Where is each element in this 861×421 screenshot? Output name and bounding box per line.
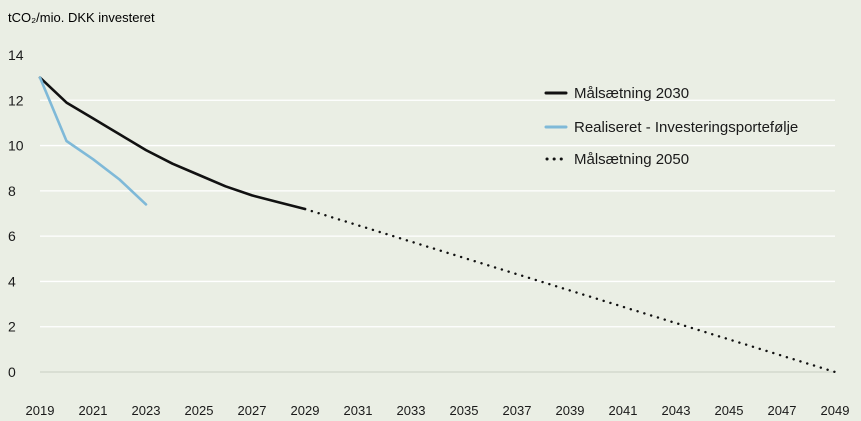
x-tick-label: 2043 [662, 403, 691, 418]
x-tick-label: 2039 [556, 403, 585, 418]
x-tick-label: 2023 [132, 403, 161, 418]
x-tick-label: 2037 [503, 403, 532, 418]
series-line-3 [303, 207, 837, 374]
legend-label: Målsætning 2030 [574, 85, 689, 102]
y-tick-label: 2 [8, 319, 16, 335]
x-tick-label: 2021 [79, 403, 108, 418]
x-tick-label: 2049 [821, 403, 850, 418]
series-lines [38, 76, 837, 374]
x-tick-label: 2033 [397, 403, 426, 418]
y-tick-label: 12 [8, 92, 24, 108]
gridlines [40, 99, 835, 373]
y-tick-label: 8 [8, 183, 16, 199]
series-line-1 [38, 76, 307, 211]
x-tick-label: 2019 [26, 403, 55, 418]
legend: Målsætning 2030 Realiseret - Investerings… [544, 85, 798, 168]
y-tick-label: 6 [8, 228, 16, 244]
series-line-2 [38, 76, 148, 206]
x-tick-label: 2027 [238, 403, 267, 418]
x-tick-label: 2035 [450, 403, 479, 418]
x-tick-label: 2025 [185, 403, 214, 418]
legend-label: Realiseret - Investeringsportefølje [574, 119, 798, 136]
x-tick-label: 2029 [291, 403, 320, 418]
y-tick-label: 4 [8, 273, 16, 289]
y-tick-label: 10 [8, 138, 24, 154]
x-axis-ticks: 2019 2021 2023 2025 2027 2029 2031 2033 2035 2037… [26, 403, 850, 418]
x-tick-label: 2031 [344, 403, 373, 418]
legend-label: Målsætning 2050 [574, 151, 689, 168]
y-axis-ticks: 0 2 4 6 8 10 12 14 [8, 47, 24, 380]
x-tick-label: 2045 [715, 403, 744, 418]
y-tick-label: 14 [8, 47, 24, 63]
x-tick-label: 2047 [768, 403, 797, 418]
x-tick-label: 2041 [609, 403, 638, 418]
y-tick-label: 0 [8, 364, 16, 380]
y-axis-label: tCO₂/mio. DKK investeret [8, 10, 155, 25]
